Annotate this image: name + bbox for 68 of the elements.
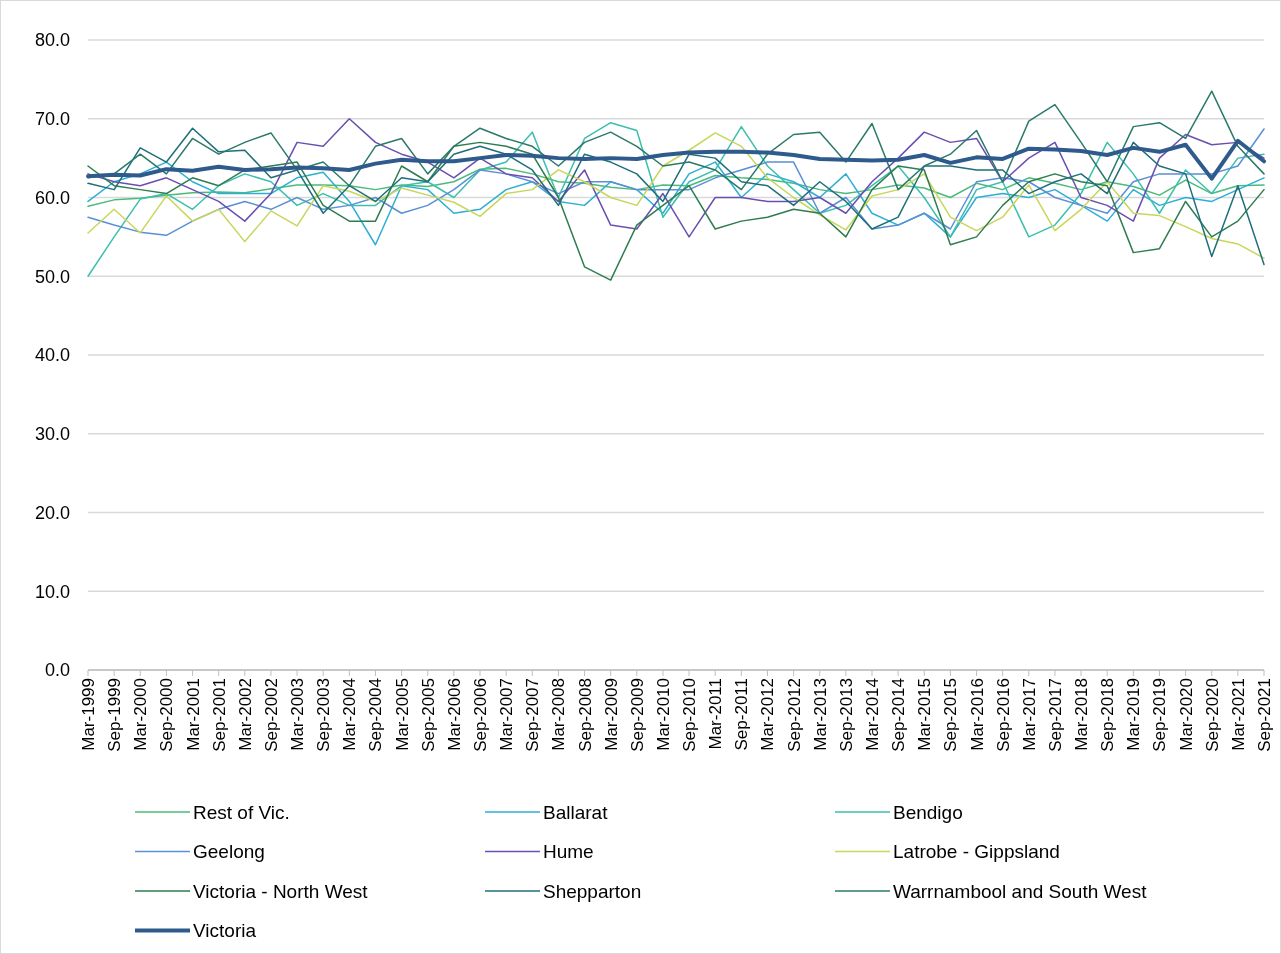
y-tick-label: 40.0 [34, 345, 70, 366]
x-tick-label: Mar-1999 [79, 678, 98, 751]
x-tick-label: Sep-2008 [575, 678, 595, 752]
line-series [87, 161, 1265, 246]
legend-label: Victoria - North West [193, 880, 369, 902]
x-tick-label: Sep-1999 [105, 678, 125, 752]
x-tick-label: Sep-2000 [157, 678, 177, 752]
x-tick-label: Sep-2012 [784, 678, 804, 752]
y-tick-label: 50.0 [34, 266, 70, 287]
legend-label: Warrnambool and South West [893, 880, 1148, 902]
x-tick-label: Mar-2005 [392, 678, 412, 751]
x-tick-label: Mar-2017 [1019, 678, 1039, 751]
y-tick-label: 10.0 [34, 581, 70, 602]
x-tick-label: Sep-2019 [1150, 678, 1170, 752]
x-tick-label: Mar-2001 [183, 678, 203, 751]
x-tick-label: Mar-2008 [549, 678, 569, 751]
y-tick-label: 70.0 [34, 109, 70, 130]
y-tick-label: 20.0 [34, 502, 70, 523]
x-tick-label: Mar-2016 [967, 678, 987, 751]
x-tick-label: Sep-2016 [993, 678, 1013, 752]
line-series [87, 167, 1265, 207]
legend-label: Latrobe - Gippsland [893, 841, 1060, 863]
x-tick-label: Mar-2020 [1176, 678, 1196, 751]
legend-label: Shepparton [543, 880, 642, 902]
y-tick-label: 60.0 [34, 187, 70, 208]
x-tick-label: Mar-2002 [235, 678, 255, 751]
legend-label: Hume [543, 841, 594, 863]
x-tick-label: Sep-2017 [1045, 678, 1065, 752]
x-tick-label: Sep-2020 [1202, 678, 1222, 752]
y-tick-label: 0.0 [44, 660, 70, 681]
x-tick-label: Mar-2013 [810, 678, 830, 751]
legend-label: Rest of Vic. [193, 801, 290, 823]
y-tick-label: 80.0 [34, 30, 70, 51]
x-tick-label: Mar-2004 [340, 678, 360, 751]
x-tick-label: Mar-2014 [863, 678, 882, 751]
legend-label: Bendigo [893, 801, 963, 823]
x-tick-label: Mar-2007 [497, 678, 517, 751]
x-tick-label: Sep-2010 [680, 678, 700, 752]
x-tick-label: Mar-2018 [1072, 678, 1092, 751]
y-tick-label: 30.0 [34, 424, 70, 445]
x-tick-label: Mar-2012 [758, 678, 778, 751]
x-tick-label: Sep-2004 [366, 678, 386, 752]
x-tick-label: Mar-2019 [1124, 678, 1144, 751]
x-tick-label: Mar-2010 [653, 678, 673, 751]
x-tick-label: Sep-2001 [209, 678, 229, 752]
x-tick-label: Mar-2006 [444, 678, 464, 751]
x-tick-label: Mar-2000 [131, 678, 151, 751]
x-tick-label: Sep-2011 [732, 678, 752, 751]
line-series [86, 138, 1266, 181]
x-tick-label: Sep-2005 [418, 678, 438, 752]
x-tick-label: Sep-2018 [1098, 678, 1118, 752]
x-tick-label: Sep-2003 [314, 678, 334, 752]
legend-label: Ballarat [543, 801, 609, 823]
x-tick-label: Mar-2021 [1228, 678, 1248, 751]
x-tick-label: Sep-2014 [889, 678, 909, 752]
x-tick-label: Mar-2009 [601, 678, 621, 751]
x-tick-label: Sep-2015 [941, 678, 961, 752]
x-tick-label: Mar-2003 [288, 678, 308, 751]
x-tick-label: Sep-2007 [523, 678, 543, 752]
x-tick-label: Mar-2015 [915, 678, 935, 751]
x-tick-label: Sep-2013 [836, 678, 856, 752]
x-tick-label: Sep-2006 [471, 678, 490, 752]
x-tick-label: Mar-2011 [706, 678, 726, 750]
x-tick-label: Sep-2009 [627, 678, 647, 752]
x-tick-label: Sep-2002 [261, 678, 281, 752]
legend-label: Geelong [193, 841, 265, 863]
x-tick-label: Sep-2021 [1255, 678, 1274, 752]
legend-label: Victoria [193, 920, 257, 942]
